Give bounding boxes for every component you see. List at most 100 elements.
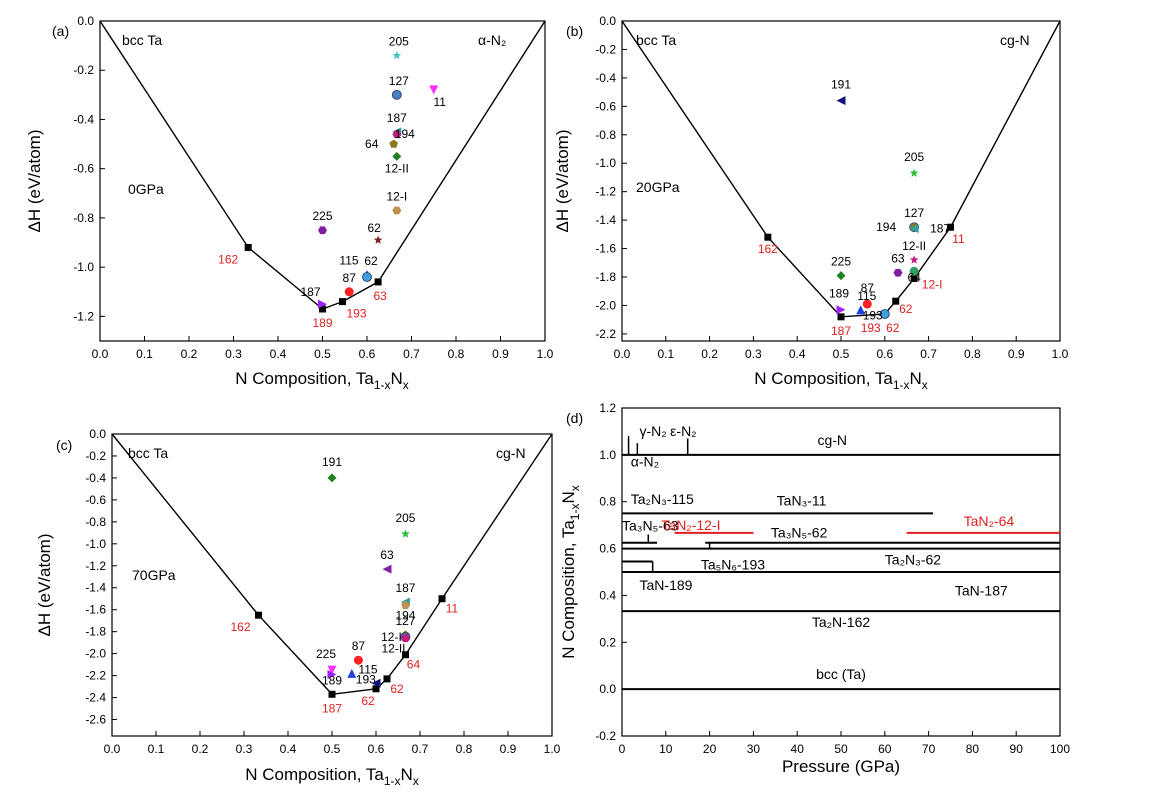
hexagon-marker (893, 268, 903, 277)
y-tick-label: 0.6 (599, 542, 616, 556)
hull-marker (764, 233, 772, 241)
y-tick-label: 1.0 (599, 448, 616, 462)
x-tick-label: 0.4 (280, 742, 297, 756)
x-tick-label: 0.3 (745, 347, 762, 361)
y-tick-label: -0.6 (85, 493, 106, 507)
structure-label: 62 (367, 221, 381, 235)
x-axis-label: N Composition, Ta1-xNx (245, 765, 419, 788)
annotation-label: Ta₂N₃-115 (631, 491, 694, 507)
x-ticks: 0.0 0.1 0.2 0.3 0.4 0.5 0.6 0.7 0.8 0.9 1.0 (92, 336, 554, 361)
circle-marker (344, 287, 354, 297)
y-tick-label: -0.2 (595, 42, 616, 56)
structure-label: 12-I (386, 190, 407, 204)
y-tick-label: -1.2 (595, 185, 616, 199)
structure-label: 12-II (902, 239, 926, 253)
phase-label: TaN₃-11 (777, 492, 827, 508)
sphere-marker (879, 309, 890, 319)
y-tick-label: -0.2 (595, 729, 616, 743)
triangle-right-marker (327, 670, 337, 680)
panel-a: (a) bcc Ta α-N₂ 0GPa N Composition, Ta1-… (25, 14, 554, 392)
stable-phase-label: 62 (899, 302, 913, 316)
y-tick-label: -1.4 (595, 213, 616, 227)
panel-label: (c) (56, 437, 72, 453)
structure-label: 225 (831, 255, 851, 269)
x-axis-label: N Composition, Ta1-xNx (754, 369, 928, 392)
panel-label: (a) (52, 23, 69, 39)
x-tick-label: 0.1 (657, 347, 674, 361)
y-ticks: -0.2 0.0 0.2 0.4 0.6 0.8 1.0 1.2 (595, 401, 627, 743)
y-tick-label: -0.2 (85, 449, 106, 463)
y-ticks: 0.0 -0.2 -0.4 -0.6 -0.8 -1.0 -1.2 (73, 14, 105, 323)
panel-d: (d) Pressure (GPa) N Composition, Ta1-xN… (559, 401, 1070, 776)
y-tick-label: -0.6 (595, 99, 616, 113)
star-marker (909, 255, 919, 264)
panel-label: (b) (566, 23, 583, 39)
triangle-left-marker (371, 678, 381, 688)
structure-label: 12-II (381, 641, 405, 655)
y-tick-label: -2.4 (85, 691, 106, 705)
structure-label: 87 (861, 281, 875, 295)
hull-marker (374, 278, 382, 286)
phase-label: Ta₂N-162 (812, 614, 871, 630)
hull-marker (438, 595, 446, 603)
y-ticks: 0.0 -0.2 -0.4 -0.6 -0.8 -1.0 -1.2 -1.4 -1.6 -1.8 -… (85, 427, 117, 727)
structure-label: 193 (356, 672, 376, 686)
hull-marker (383, 675, 391, 683)
x-tick-label: 80 (966, 742, 980, 756)
x-ticks: 0 10 20 30 40 50 60 70 80 90 100 (619, 731, 1070, 756)
structure-label: 187 (387, 111, 407, 125)
x-tick-label: 0.3 (225, 347, 242, 361)
stable-phase-label: 187 (322, 701, 342, 715)
phase-label: bcc (Ta) (816, 666, 866, 682)
stable-phase-label: 189 (312, 316, 332, 330)
x-ticks: 0.0 0.1 0.2 0.3 0.4 0.5 0.6 0.7 0.8 0.9 1.0 (614, 336, 1069, 361)
y-ticks: 0.0 -0.2 -0.4 -0.6 -0.8 -1.0 -1.2 -1.4 -1.6 -1.8 -… (595, 14, 627, 341)
triangle-left-marker (382, 564, 392, 574)
right-end-label: α-N₂ (478, 32, 506, 48)
sphere-marker (362, 272, 372, 282)
x-axis-label: Pressure (GPa) (782, 757, 900, 776)
x-axis-label: N Composition, Ta1-xNx (235, 369, 409, 392)
x-tick-label: 1.0 (1052, 347, 1069, 361)
y-tick-label: 1.2 (599, 401, 616, 415)
left-end-label: bcc Ta (636, 32, 676, 48)
x-tick-label: 0.6 (359, 347, 376, 361)
panel-b: (b) bcc Ta cg-N 20GPa N Composition, Ta1… (553, 14, 1069, 392)
star-marker (392, 50, 402, 60)
star-marker (373, 235, 383, 244)
x-tick-label: 0.9 (492, 347, 509, 361)
left-end-label: bcc Ta (122, 32, 162, 48)
pentagon-marker (401, 600, 410, 609)
structure-label: 64 (365, 137, 379, 151)
y-tick-label: 0.0 (89, 427, 106, 441)
y-tick-label: -0.4 (595, 71, 616, 85)
star-marker (401, 529, 410, 538)
triangle-up-marker (856, 305, 866, 315)
structure-label: 225 (316, 647, 336, 661)
sphere-marker (391, 89, 402, 100)
phase-label: Ta₅N₆-193 (701, 556, 765, 572)
hull-marker (837, 313, 845, 321)
structure-label: 193 (863, 309, 883, 323)
structure-label: 187 (300, 285, 320, 299)
y-tick-label: -2.0 (85, 647, 106, 661)
y-tick-label: -0.4 (73, 112, 94, 126)
structure-label: 11 (434, 95, 447, 109)
hull-marker (892, 297, 900, 305)
hexagon-marker (318, 226, 327, 235)
hull-marker (255, 611, 263, 619)
x-tick-label: 0.4 (270, 347, 287, 361)
structure-label: 12-II (385, 161, 409, 175)
y-axis-label: N Composition, Ta1-xNx (559, 485, 582, 659)
structure-label: 225 (312, 209, 332, 223)
structure-label: 189 (829, 287, 849, 301)
x-tick-label: 0.8 (456, 742, 473, 756)
annotation-label: TaN-187 (955, 582, 1008, 598)
hull-marker (319, 305, 326, 313)
y-tick-label: -0.2 (73, 63, 94, 77)
stable-phase-label: 62 (390, 682, 404, 696)
